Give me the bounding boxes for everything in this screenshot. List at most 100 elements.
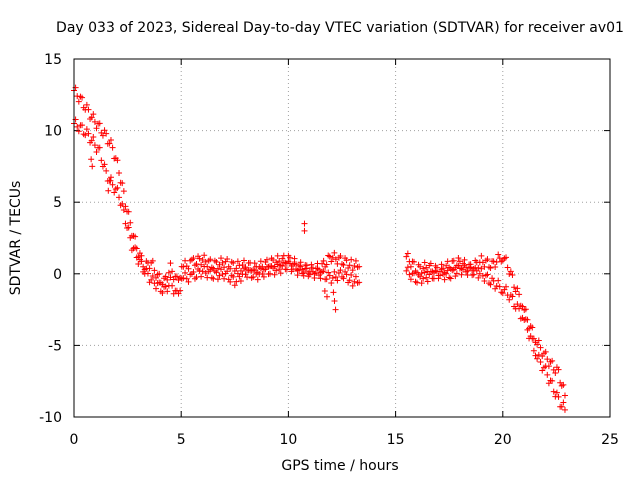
data-point [214,265,221,272]
data-point [248,267,255,274]
data-point [461,256,468,263]
data-point [437,272,444,279]
data-point [280,259,287,266]
data-point [125,224,132,231]
data-point [219,271,226,278]
data-point [103,167,110,174]
data-point [514,285,521,292]
data-point [467,264,474,271]
data-point [138,258,145,265]
data-point [469,272,476,279]
x-axis-label: GPS time / hours [281,458,398,474]
data-point [456,258,463,265]
data-point [293,265,300,272]
data-point [88,114,95,121]
data-point [228,258,235,265]
data-point [213,269,220,276]
data-point [328,258,335,265]
data-point [89,163,96,170]
x-tick-label: 5 [177,432,186,448]
data-point [201,252,208,259]
data-point [213,258,220,265]
data-point [433,268,440,275]
data-point [519,303,526,310]
data-point [239,262,246,269]
data-point [122,203,129,210]
data-point [495,277,502,284]
data-point [79,122,86,129]
data-point [274,261,281,268]
data-point [85,130,92,137]
data-point [516,305,523,312]
data-point [426,271,433,278]
x-tick-labels: 0 5 10 15 20 25 [70,432,619,448]
data-point [423,274,430,281]
data-point [535,351,542,358]
data-point [509,293,516,300]
data-point [309,268,316,275]
data-point [267,270,274,277]
data-point [487,281,494,288]
data-point [418,280,425,287]
data-point [406,271,413,278]
data-point [421,259,428,266]
data-point [79,94,86,101]
data-point [455,254,462,261]
data-point [340,275,347,282]
data-point [447,265,454,272]
data-point [151,267,158,274]
data-point [257,258,264,265]
data-point [351,278,358,285]
data-point [542,363,549,370]
data-point [403,253,410,260]
data-point [420,275,427,282]
data-point [561,392,568,399]
data-point [450,257,457,264]
data-point [219,259,226,266]
data-point [507,268,514,275]
data-point [91,118,98,125]
data-point [346,277,353,284]
data-point [75,128,82,135]
data-point [316,272,323,279]
data-point [418,270,425,277]
y-tick-label: 0 [53,267,62,283]
plot-frame [73,58,611,418]
data-point [190,255,197,262]
data-point [514,301,521,308]
data-point [218,255,225,262]
data-point [277,262,284,269]
data-point [135,260,142,267]
data-point [182,269,189,276]
data-point [407,276,414,283]
data-point [352,273,359,280]
data-point [535,337,542,344]
data-point [216,272,223,279]
data-point [190,269,197,276]
data-point [496,283,503,290]
data-point [461,262,468,269]
grid-lines [74,59,610,417]
data-point [463,268,470,275]
data-point [88,137,95,144]
data-point [320,268,327,275]
data-point [279,262,286,269]
data-point [332,274,339,281]
data-point [170,276,177,283]
data-point [498,258,505,265]
data-point [240,257,247,264]
data-point [276,266,283,273]
data-point [352,257,359,264]
data-point [499,290,506,297]
data-point [552,369,559,376]
data-point [351,263,358,270]
data-points [71,84,568,413]
data-point [490,258,497,265]
data-point [479,259,486,266]
y-tick-label: -10 [39,410,62,426]
data-point [233,265,240,272]
data-point [164,288,171,295]
data-point [337,267,344,274]
data-point [481,278,488,285]
data-point [475,274,482,281]
